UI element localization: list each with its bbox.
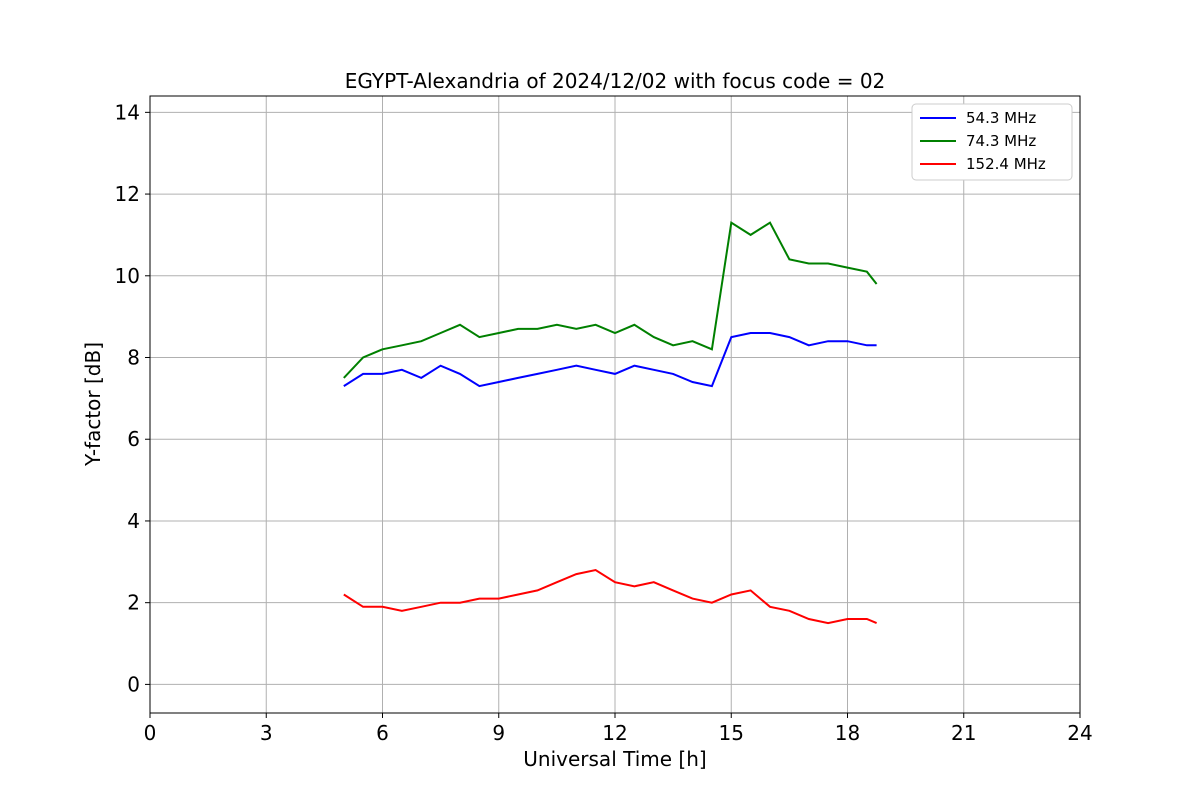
y-axis-label: Y-factor [dB] <box>81 342 105 467</box>
series-line-1 <box>343 221 878 379</box>
legend-box <box>911 103 1073 181</box>
series-layer <box>343 221 878 625</box>
y-tick-label: 14 <box>115 100 140 124</box>
x-tick-label: 24 <box>1067 721 1092 745</box>
x-tick-label: 12 <box>602 721 627 745</box>
grid-lines <box>149 96 1081 713</box>
series-line-0 <box>343 332 877 388</box>
x-axis-label: Universal Time [h] <box>523 747 706 771</box>
y-tick-label: 0 <box>127 672 140 696</box>
x-tick-label: 0 <box>144 721 157 745</box>
x-tick-label: 6 <box>376 721 389 745</box>
x-tick-label: 21 <box>951 721 976 745</box>
y-tick-label: 8 <box>127 346 140 370</box>
x-tick-label: 3 <box>260 721 273 745</box>
legend-label: 74.3 MHz <box>966 132 1036 150</box>
x-tick-label: 18 <box>835 721 860 745</box>
x-tick-label: 15 <box>719 721 744 745</box>
y-tick-label: 10 <box>115 264 140 288</box>
y-tick-label: 4 <box>127 509 140 533</box>
legend-label: 54.3 MHz <box>966 109 1036 127</box>
legend: 54.3 MHz 74.3 MHz 152.4 MHz <box>911 103 1073 181</box>
y-tick-label: 6 <box>127 427 140 451</box>
y-tick-label: 2 <box>127 591 140 615</box>
legend-label: 152.4 MHz <box>966 155 1046 173</box>
y-tick-label: 12 <box>115 182 140 206</box>
series-line-2 <box>343 568 877 625</box>
x-tick-label: 9 <box>492 721 505 745</box>
chart-title: EGYPT-Alexandria of 2024/12/02 with focu… <box>345 69 886 93</box>
